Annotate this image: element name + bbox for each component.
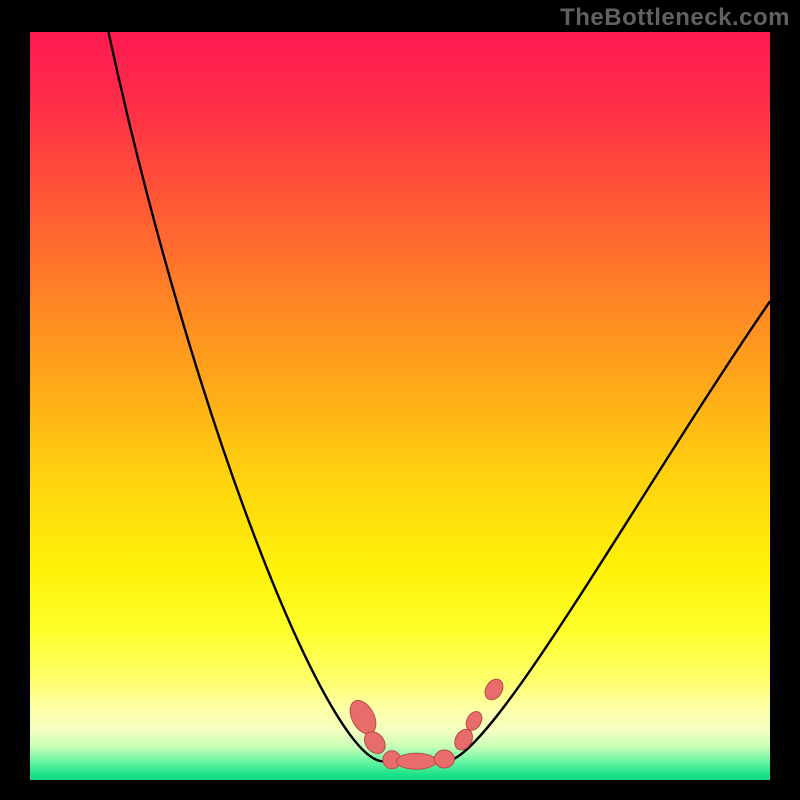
plot-background (30, 32, 770, 780)
chart-svg (0, 0, 800, 800)
chart-container: TheBottleneck.com (0, 0, 800, 800)
curve-marker (434, 750, 454, 768)
curve-marker (396, 753, 436, 769)
